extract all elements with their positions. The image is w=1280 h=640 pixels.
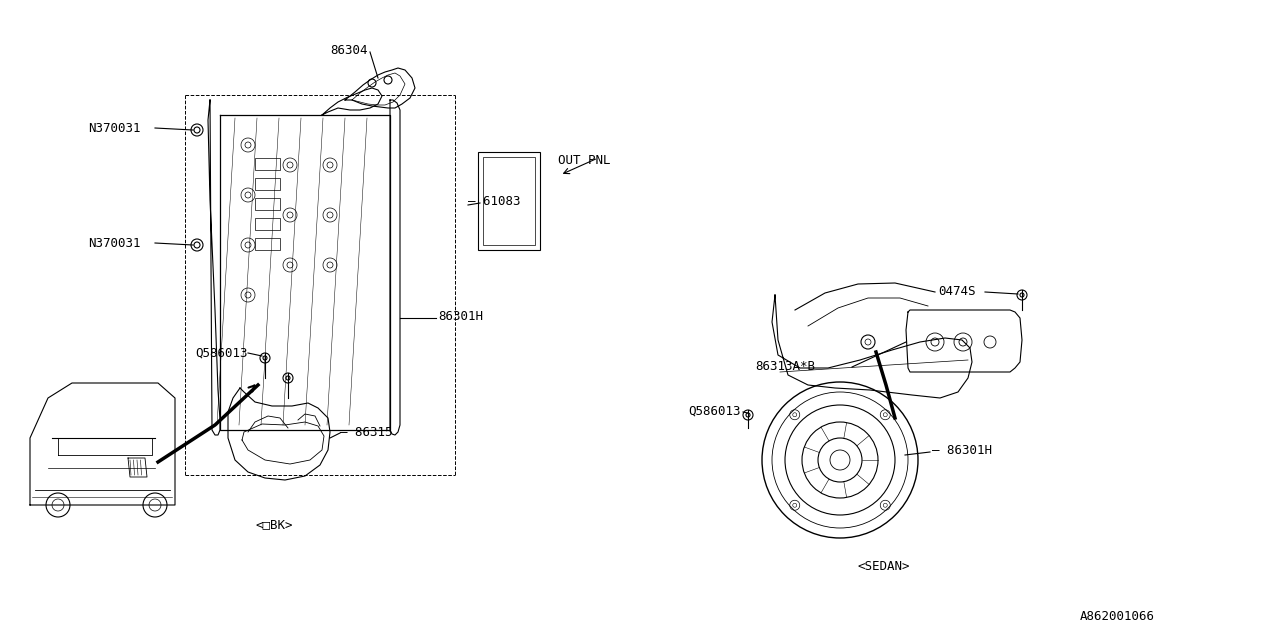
Text: Q586013: Q586013 — [689, 404, 741, 417]
Bar — [255, 218, 280, 230]
Text: A862001066: A862001066 — [1080, 609, 1155, 623]
Bar — [255, 198, 280, 210]
Text: — 86301H: — 86301H — [932, 445, 992, 458]
Text: — 86315: — 86315 — [340, 426, 393, 440]
Text: 0474S: 0474S — [938, 285, 975, 298]
Text: 86304: 86304 — [330, 44, 367, 56]
Text: — 61083: — 61083 — [468, 195, 521, 207]
Text: 86301H: 86301H — [438, 310, 483, 323]
Text: OUT PNL: OUT PNL — [558, 154, 611, 166]
Bar — [483, 157, 535, 245]
Bar — [255, 178, 280, 190]
Text: 86313A*B: 86313A*B — [755, 360, 815, 372]
Text: <SEDAN>: <SEDAN> — [858, 559, 910, 573]
Text: N370031: N370031 — [88, 122, 141, 134]
Bar — [477, 152, 540, 250]
Bar — [255, 158, 280, 170]
Text: <□BK>: <□BK> — [255, 518, 293, 531]
Text: N370031: N370031 — [88, 237, 141, 250]
Text: Q586013: Q586013 — [195, 346, 247, 360]
Bar — [255, 238, 280, 250]
